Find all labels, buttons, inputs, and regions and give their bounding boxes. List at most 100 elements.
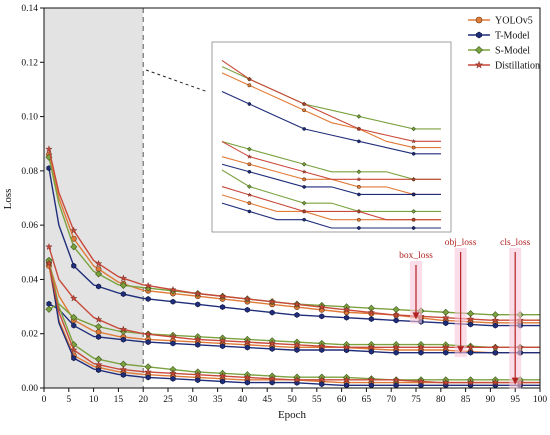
data-point bbox=[195, 377, 201, 384]
x-tick-label: 100 bbox=[533, 395, 548, 405]
data-point bbox=[342, 375, 351, 384]
inset-data-point bbox=[356, 169, 362, 175]
data-point bbox=[94, 259, 103, 268]
inset-data-point bbox=[301, 161, 307, 167]
annotation-arrow-head bbox=[457, 346, 465, 354]
inset-series-line bbox=[221, 91, 441, 155]
data-point bbox=[70, 313, 78, 321]
data-point bbox=[119, 365, 128, 373]
data-point bbox=[170, 340, 176, 347]
data-point bbox=[367, 308, 376, 316]
data-point bbox=[393, 382, 399, 389]
inset-data-point bbox=[411, 126, 416, 132]
x-tick-label: 15 bbox=[114, 395, 124, 405]
data-point bbox=[243, 294, 252, 303]
data-point bbox=[45, 242, 53, 251]
inset-data-point bbox=[357, 226, 361, 230]
data-point bbox=[70, 243, 78, 251]
x-tick-label: 5 bbox=[66, 395, 71, 405]
x-tick-label: 0 bbox=[42, 395, 47, 405]
data-point bbox=[96, 367, 102, 374]
inset-data-point bbox=[411, 226, 416, 230]
data-point bbox=[466, 314, 475, 323]
data-point bbox=[169, 285, 177, 294]
data-point bbox=[193, 335, 202, 343]
data-point bbox=[120, 372, 126, 378]
x-tick-label: 30 bbox=[188, 395, 198, 405]
y-tick-label: 0.06 bbox=[21, 221, 38, 231]
inset-data-point bbox=[247, 209, 252, 214]
data-point bbox=[119, 325, 128, 333]
data-point bbox=[367, 375, 376, 384]
legend-label: YOLOv5 bbox=[495, 16, 533, 27]
data-point bbox=[468, 321, 474, 328]
data-point bbox=[218, 292, 227, 300]
data-point bbox=[144, 281, 153, 290]
data-point bbox=[319, 347, 325, 353]
inset-data-point bbox=[357, 139, 361, 144]
inset-data-point bbox=[301, 168, 307, 175]
data-point bbox=[243, 338, 252, 346]
data-point bbox=[45, 259, 53, 267]
data-point bbox=[244, 379, 250, 386]
inset-group-cls-loss bbox=[221, 169, 441, 230]
data-point bbox=[492, 349, 498, 356]
series-line-t-model-box-loss bbox=[48, 168, 540, 327]
data-point bbox=[169, 369, 177, 377]
data-point bbox=[417, 343, 425, 351]
data-point bbox=[170, 298, 176, 305]
data-point bbox=[69, 294, 78, 302]
inset-data-point bbox=[410, 138, 417, 144]
inset-group-obj-loss bbox=[221, 141, 441, 197]
data-point bbox=[319, 313, 325, 320]
inset-data-point bbox=[356, 208, 362, 214]
legend-marker bbox=[476, 31, 482, 39]
data-point bbox=[244, 306, 250, 313]
data-point bbox=[393, 317, 399, 324]
data-point bbox=[317, 302, 326, 311]
data-point bbox=[95, 329, 102, 335]
data-point bbox=[344, 382, 350, 389]
inset-series-line bbox=[221, 59, 441, 142]
data-point bbox=[45, 305, 53, 313]
data-point bbox=[119, 281, 127, 289]
data-point bbox=[268, 297, 277, 306]
data-point bbox=[220, 343, 226, 350]
series-line-distillation-cls-loss bbox=[48, 263, 540, 384]
data-point bbox=[269, 345, 275, 352]
inset-series-line bbox=[221, 141, 441, 180]
y-axis-label: Loss bbox=[2, 189, 14, 210]
data-point bbox=[71, 322, 77, 329]
y-tick-label: 0.02 bbox=[21, 330, 38, 340]
inset-group-box-loss bbox=[221, 59, 441, 156]
series-layer bbox=[45, 145, 540, 389]
inset-series-line bbox=[221, 169, 441, 212]
y-tick-label: 0.10 bbox=[21, 113, 38, 123]
series-line-t-model-obj-loss bbox=[48, 303, 540, 354]
y-tick-label: 0.00 bbox=[21, 384, 38, 394]
legend-item: Distillation bbox=[468, 60, 540, 72]
data-point bbox=[71, 355, 77, 362]
annotation-label-obj-loss: obj_loss bbox=[445, 238, 477, 248]
group-box-loss bbox=[45, 145, 540, 329]
data-point bbox=[96, 334, 102, 340]
annotation-layer: box_loss obj_loss cls_loss bbox=[399, 238, 531, 389]
x-tick-label: 90 bbox=[486, 395, 496, 405]
data-point bbox=[144, 367, 153, 376]
data-point bbox=[368, 316, 374, 323]
inset-data-point bbox=[411, 151, 416, 156]
data-point bbox=[443, 320, 449, 327]
x-tick-label: 50 bbox=[287, 395, 297, 405]
data-point bbox=[193, 370, 202, 379]
inset-data-point bbox=[356, 184, 361, 189]
inset-data-point bbox=[247, 102, 252, 106]
data-point bbox=[243, 373, 252, 381]
annotation-arrow-head bbox=[511, 377, 519, 385]
series-line-s-model-cls-loss bbox=[48, 260, 540, 381]
data-point bbox=[95, 270, 103, 278]
data-point bbox=[218, 371, 227, 380]
data-point bbox=[293, 375, 301, 384]
inset-data-point bbox=[246, 191, 253, 198]
legend-marker bbox=[474, 60, 484, 69]
legend-item: T-Model bbox=[468, 31, 530, 42]
